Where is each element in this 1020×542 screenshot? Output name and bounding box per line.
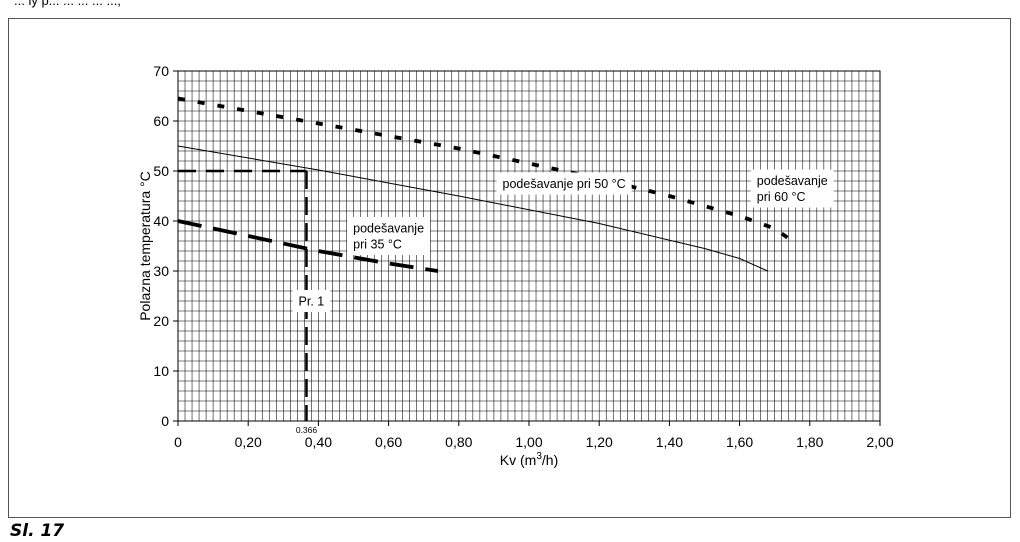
- chart-grid: [178, 71, 880, 421]
- y-tick-label: 10: [153, 363, 169, 379]
- annotation-box: [292, 290, 331, 312]
- y-axis-label: Polazna temperatura °C: [137, 171, 153, 321]
- x-tick-label: 1,00: [515, 434, 542, 450]
- x-tick-label: 0,20: [235, 434, 262, 450]
- x-tick-label: 1,60: [726, 434, 753, 450]
- annotation-label: podešavanje: [353, 222, 424, 236]
- y-tick-label: 0: [161, 413, 169, 429]
- clipped-heading-text: ... iy p... ... ... ... ...,: [14, 0, 121, 8]
- series-line-60c: [177, 96, 794, 243]
- x-tick-label: 1,80: [796, 434, 823, 450]
- chart-annotations: podešavanje pri 50 °C podešavanje pri 60 °…: [292, 169, 834, 312]
- annotation-box: [347, 217, 431, 255]
- series-line-50c: [177, 145, 768, 272]
- y-tick-label: 70: [153, 63, 169, 79]
- annotation-label: Pr. 1: [299, 295, 325, 309]
- annotation-box: [750, 169, 834, 208]
- annotation-label: pri 35 °C: [353, 238, 402, 252]
- y-tick-label: 40: [153, 213, 169, 229]
- annotation-box: [496, 172, 632, 195]
- chart-axes: 0 10 20 30 40 50 60 70 0 0,20 0,40 0,60 0,80 1,00 1,20…: [137, 63, 894, 468]
- figure-frame: [8, 18, 1011, 518]
- chart-series: 0.366: [177, 96, 794, 435]
- x-tick-label: 0,60: [375, 434, 402, 450]
- y-tick-label: 50: [153, 163, 169, 179]
- x-tick-label: 1,40: [656, 434, 683, 450]
- x-axis-label: Kv (m3/h): [500, 451, 558, 468]
- annotation-label: podešavanje pri 50 °C: [503, 177, 626, 191]
- x-tick-label: 2,00: [866, 434, 893, 450]
- x-tick-label: 0,40: [305, 434, 332, 450]
- x-tick-label: 0,80: [445, 434, 472, 450]
- y-tick-label: 30: [153, 263, 169, 279]
- y-tick-label: 20: [153, 313, 169, 329]
- x-tick-label: 0: [174, 434, 182, 450]
- y-tick-label: 60: [153, 113, 169, 129]
- annotation-label: podešavanje: [757, 174, 828, 188]
- x-tick-label: 1,20: [586, 434, 613, 450]
- series-line-35c: [177, 219, 439, 273]
- example-kv-value-label: 0.366: [296, 425, 318, 435]
- annotation-label: pri 60 °C: [757, 190, 806, 204]
- figure-caption: Sl. 17: [10, 521, 65, 541]
